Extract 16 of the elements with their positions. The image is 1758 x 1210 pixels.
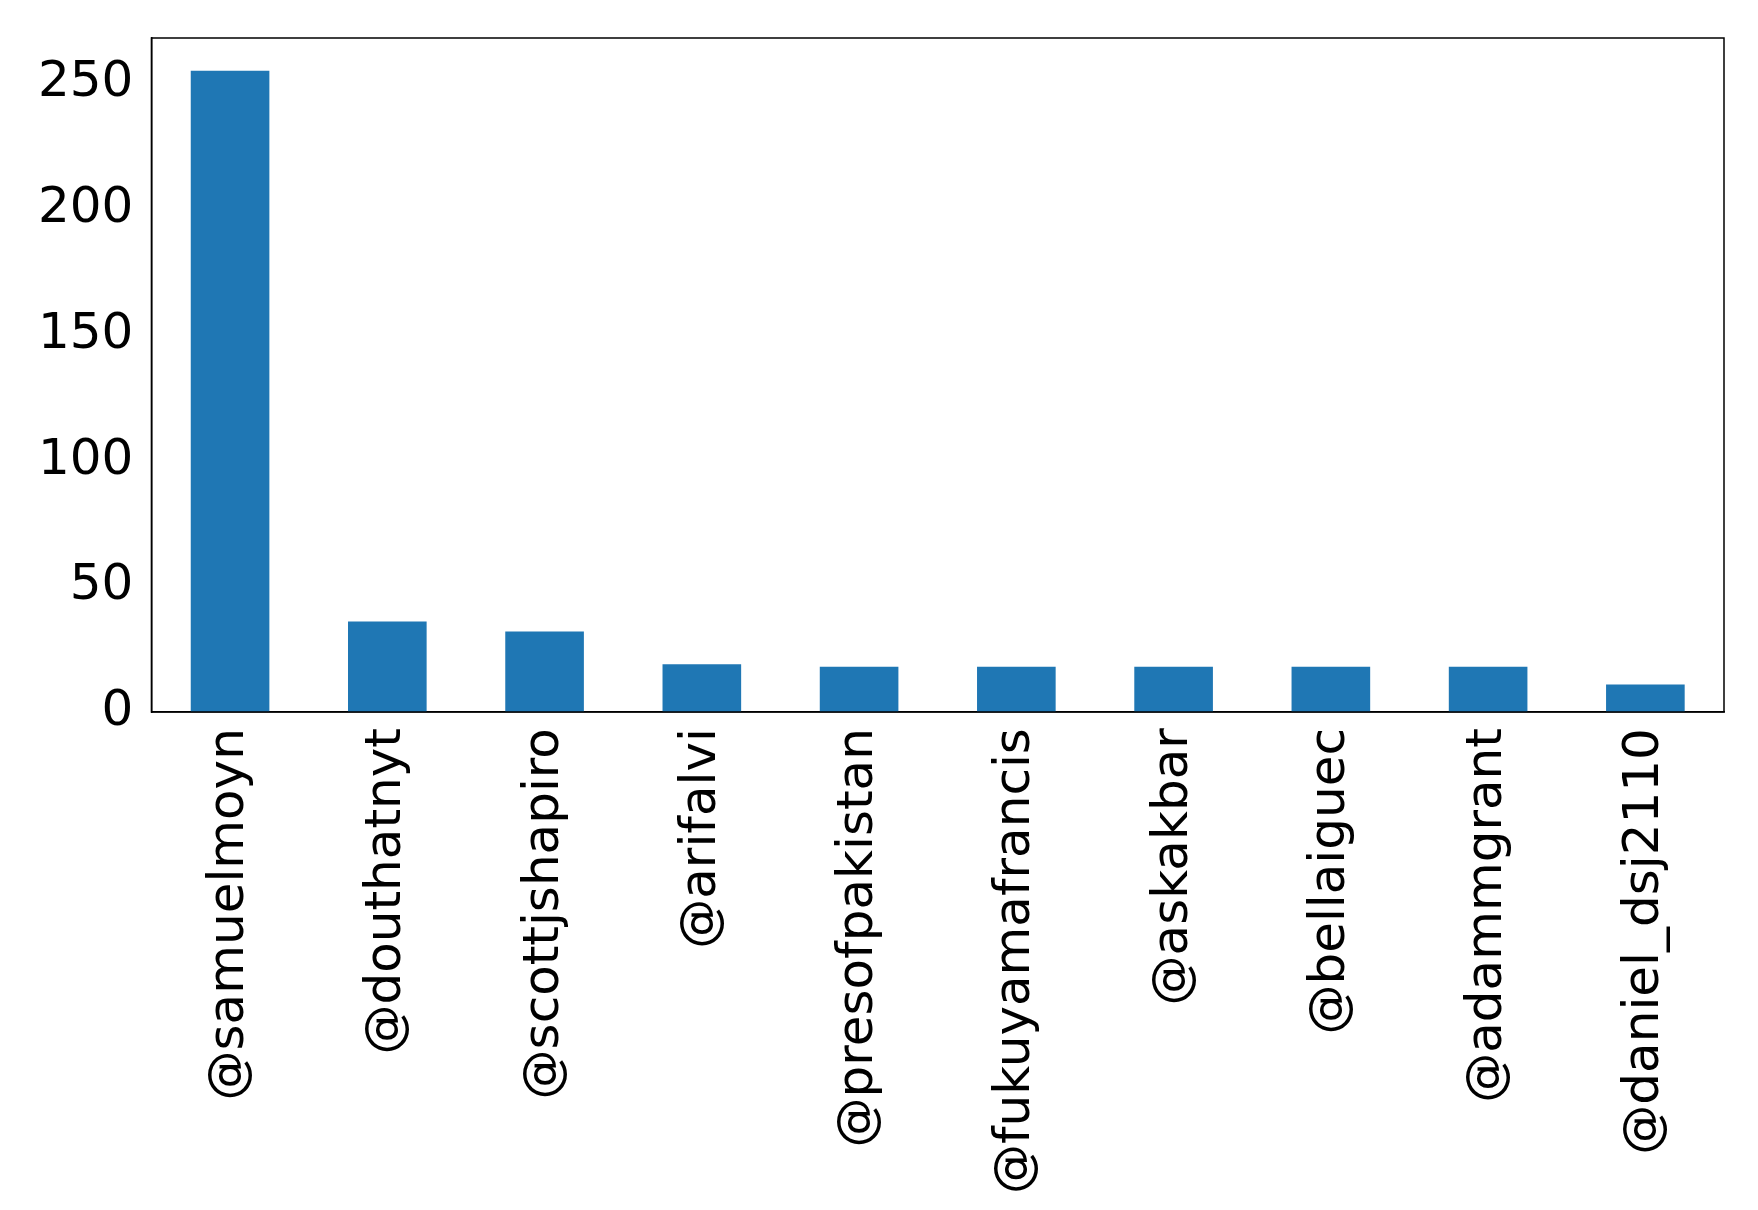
x-tick-label: @presofpakistan bbox=[826, 728, 885, 1148]
y-tick-label: 0 bbox=[101, 679, 134, 738]
x-tick-label: @samuelmoyn bbox=[197, 728, 256, 1101]
x-tick-label: @askakbar bbox=[1140, 727, 1199, 1006]
y-tick-label: 200 bbox=[38, 176, 134, 235]
y-tick-label: 100 bbox=[38, 427, 134, 486]
x-tick-label: @daniel_dsj2110 bbox=[1612, 728, 1671, 1155]
x-tick-label: @bellaiguec bbox=[1297, 728, 1356, 1035]
y-tick-label: 150 bbox=[38, 301, 134, 360]
x-tick-label: @douthatnyt bbox=[354, 728, 413, 1055]
y-tick-label: 250 bbox=[38, 50, 134, 109]
y-tick-label: 50 bbox=[69, 553, 134, 612]
x-tick-label: @adammgrant bbox=[1455, 728, 1514, 1103]
x-tick-label: @scottjshapiro bbox=[511, 728, 570, 1100]
x-tick-label: @arifalvi bbox=[668, 728, 727, 949]
x-tick-label: @fukuyamafrancis bbox=[983, 728, 1042, 1195]
